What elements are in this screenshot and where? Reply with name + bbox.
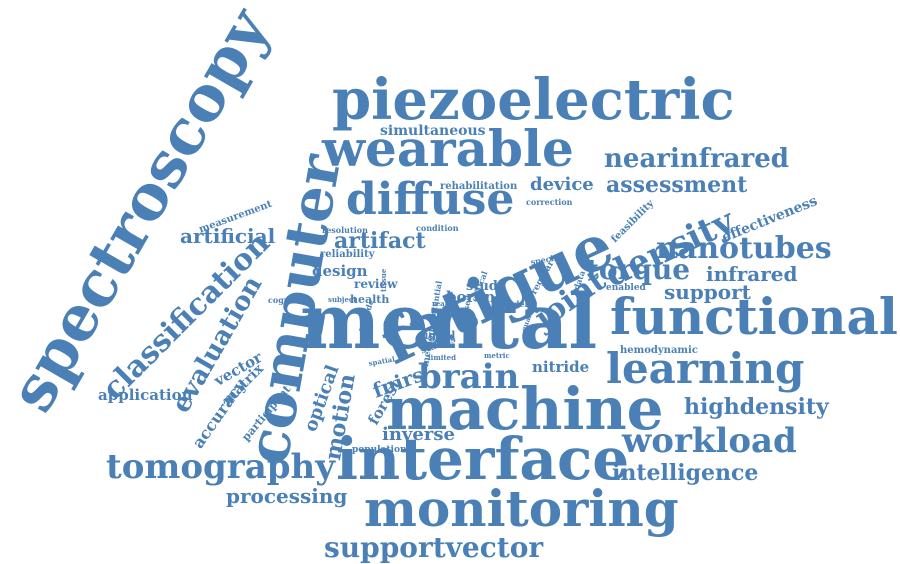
word: population xyxy=(352,445,407,455)
word: monitoring xyxy=(364,479,679,538)
word: inverse xyxy=(382,424,455,445)
word: resolution xyxy=(322,225,368,235)
word: nitride xyxy=(532,358,590,376)
word: study xyxy=(466,279,506,294)
word: brain xyxy=(418,357,520,397)
word: cognitive xyxy=(268,295,310,305)
word: enabled xyxy=(606,283,646,293)
word: mental xyxy=(300,277,598,366)
word: infrared xyxy=(706,262,798,286)
word: piezoelectric xyxy=(332,67,735,133)
word: hemodynamic xyxy=(620,345,698,356)
word: device xyxy=(530,174,594,195)
word: metric xyxy=(484,351,510,360)
word: health xyxy=(350,293,390,306)
word: diffuse xyxy=(346,174,515,225)
word: supportvector xyxy=(324,531,544,564)
word: application xyxy=(98,386,193,404)
word: intelligence xyxy=(612,460,759,486)
word: workload xyxy=(622,421,797,461)
word: artifact xyxy=(334,228,426,254)
word: wearable xyxy=(322,119,574,178)
word: design xyxy=(312,262,368,280)
word: limited xyxy=(428,353,456,362)
word: condition xyxy=(416,223,459,233)
word: nearinfrared xyxy=(604,144,789,174)
word: functional xyxy=(610,287,898,346)
word: review xyxy=(354,277,398,291)
word: assessment xyxy=(606,172,748,198)
word: torque xyxy=(586,253,691,286)
word: nanotubes xyxy=(656,231,832,266)
word: interface xyxy=(336,425,630,493)
word: support xyxy=(664,280,751,304)
word: rehabilitation xyxy=(440,181,518,192)
word: simultaneous xyxy=(380,123,486,139)
word: highdensity xyxy=(684,394,829,420)
word: real xyxy=(432,299,448,308)
word: boron xyxy=(446,288,496,306)
word: correction xyxy=(526,197,573,207)
word: model xyxy=(500,299,528,309)
word: machine xyxy=(386,375,664,443)
word: reliability xyxy=(320,249,375,260)
word: tomography xyxy=(106,447,336,487)
word: subject xyxy=(328,295,357,304)
word: signal xyxy=(418,329,456,342)
word: learning xyxy=(606,344,805,393)
word: processing xyxy=(226,484,348,508)
word: artificial xyxy=(180,224,276,248)
